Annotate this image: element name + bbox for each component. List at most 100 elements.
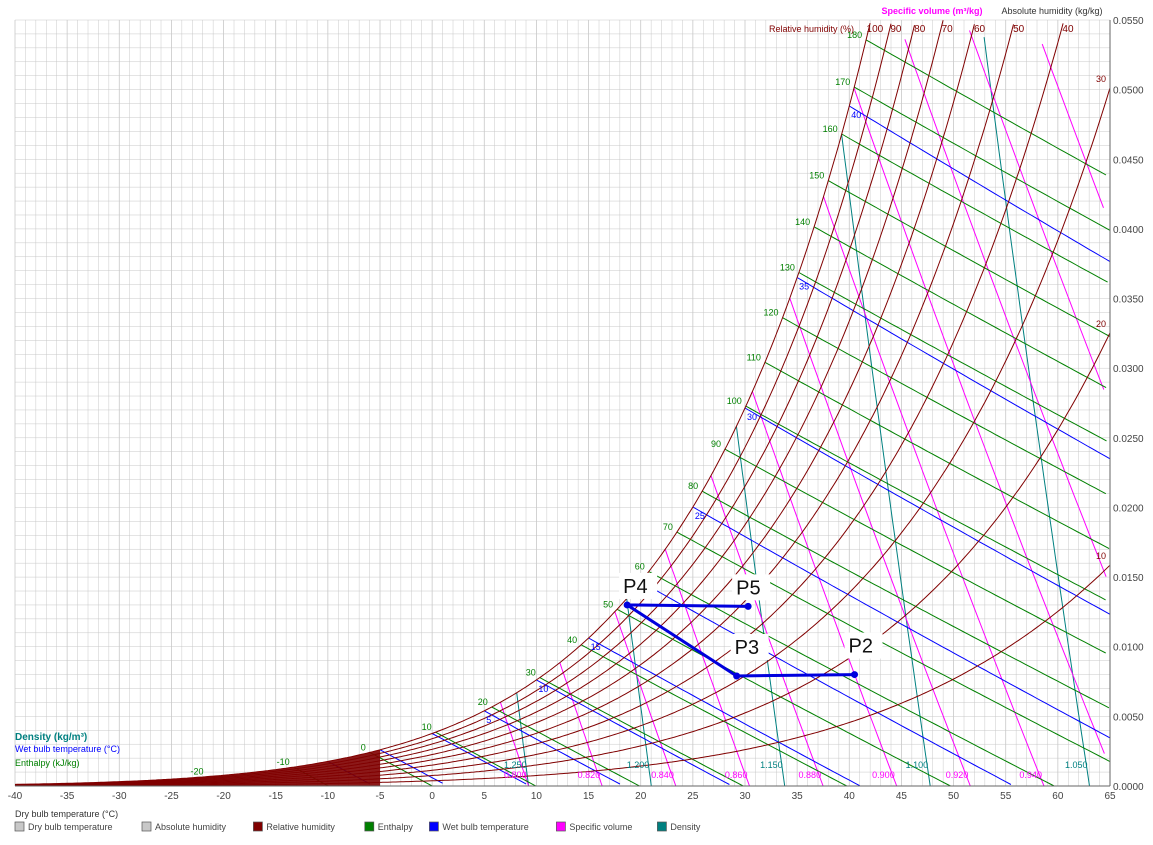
enthalpy-label: 150 <box>809 171 824 181</box>
enthalpy-line-130 <box>798 272 1107 442</box>
enthalpy-line-60 <box>648 571 1055 787</box>
specific-volume-lines <box>499 30 1107 787</box>
enthalpy-line-160 <box>841 133 1108 283</box>
x-tick-label: 45 <box>896 791 908 802</box>
enthalpy-line-80 <box>701 490 1110 709</box>
rh-curve-100 <box>14 22 871 785</box>
rh-top-label: 70 <box>942 24 954 35</box>
wet-bulb-line-5 <box>484 710 621 785</box>
enthalpy-line-180 <box>865 39 1107 176</box>
y-tick-label: 0.0350 <box>1113 295 1144 306</box>
enthalpy-label: 110 <box>747 352 761 362</box>
rh-top-label: 100 <box>867 24 884 35</box>
x-tick-label: -30 <box>112 791 127 802</box>
specific-volume-label: 0.800 <box>504 770 527 780</box>
y-tick-label: 0.0200 <box>1113 503 1144 514</box>
rh-right-label: 10 <box>1096 551 1106 561</box>
legend-label: Wet bulb temperature <box>442 822 528 832</box>
x-tick-label: -25 <box>164 791 179 802</box>
x-tick-label: 20 <box>635 791 647 802</box>
process-point-label-P3: P3 <box>735 637 759 659</box>
wet-bulb-label: 40 <box>851 110 861 120</box>
x-tick-label: 35 <box>792 791 804 802</box>
x-tick-label: 0 <box>429 791 435 802</box>
x-tick-label: -20 <box>216 791 231 802</box>
enthalpy-label: 140 <box>795 217 810 227</box>
wet-bulb-line-10 <box>536 679 730 785</box>
x-tick-label: 65 <box>1104 791 1116 802</box>
enthalpy-label: 80 <box>688 481 698 491</box>
specific-volume-line-1 <box>969 30 1105 390</box>
process-point-label-P2: P2 <box>849 636 873 658</box>
density-label: 1.250 <box>504 760 527 770</box>
x-tick-label: -5 <box>376 791 385 802</box>
density-label: 1.150 <box>760 760 783 770</box>
legend-swatch <box>657 821 667 832</box>
enthalpy-line-40 <box>580 644 848 787</box>
process-line-P4-P5 <box>625 603 750 608</box>
enthalpy-label: 170 <box>835 77 850 87</box>
rh-top-label: 50 <box>1013 24 1025 35</box>
x-tick-label: -10 <box>321 791 336 802</box>
x-tick-label: 60 <box>1052 791 1064 802</box>
wet-bulb-line-20 <box>640 581 1012 785</box>
wet-bulb-title: Wet bulb temperature (°C) <box>15 744 120 754</box>
enthalpy-line-110 <box>764 361 1110 550</box>
specific-volume-label: 0.940 <box>1019 770 1042 780</box>
process-point-P5 <box>744 602 752 610</box>
y-tick-label: 0.0500 <box>1113 86 1144 97</box>
enthalpy-line-170 <box>853 86 1110 231</box>
enthalpy-label: 180 <box>847 30 862 40</box>
enthalpy-line-30 <box>539 677 744 787</box>
legend-label: Specific volume <box>569 822 632 832</box>
density-title: Density (kg/m³) <box>15 732 87 743</box>
density-label: 1.200 <box>627 760 650 770</box>
wet-bulb-line-0 <box>431 733 527 785</box>
enthalpy-label: 50 <box>603 599 613 609</box>
legend-label: Relative humidity <box>266 822 335 832</box>
specific-volume-line-0.94 <box>823 196 1045 787</box>
enthalpy-label: -20 <box>191 767 204 777</box>
wet-bulb-label: 30 <box>747 412 757 422</box>
y-tick-label: 0.0250 <box>1113 434 1144 445</box>
wet-bulb-lines <box>327 105 1111 787</box>
x-tick-label: -35 <box>60 791 75 802</box>
density-label: 1.050 <box>1065 760 1088 770</box>
y-tick-label: 0.0000 <box>1113 782 1144 793</box>
specific-volume-line-0.98 <box>904 39 1107 577</box>
enthalpy-label: 60 <box>635 562 645 572</box>
specific-volume-line-0.92 <box>789 298 971 787</box>
x-tick-label: -15 <box>268 791 283 802</box>
specific-volume-line-0.86 <box>664 549 750 787</box>
rh-top-label: 80 <box>914 24 926 35</box>
x-tick-label: 15 <box>583 791 595 802</box>
enthalpy-label: 160 <box>823 124 838 134</box>
specific-volume-line-0.8 <box>499 702 530 787</box>
enthalpy-label: 90 <box>711 439 721 449</box>
y-tick-label: 0.0400 <box>1113 225 1144 236</box>
legend-label: Enthalpy <box>378 822 414 832</box>
y-tick-label: 0.0450 <box>1113 155 1144 166</box>
process-label-bg <box>844 632 883 659</box>
process-line-P3-P4 <box>625 603 739 678</box>
wet-bulb-label: 35 <box>799 282 809 292</box>
rh-right-label: 30 <box>1096 74 1106 84</box>
process-label-bg <box>730 633 769 660</box>
specific-volume-label: 0.880 <box>799 770 822 780</box>
specific-volume-label: 0.920 <box>946 770 969 780</box>
enthalpy-line-70 <box>676 531 1110 762</box>
enthalpy-label: 130 <box>780 263 795 273</box>
y-tick-label: 0.0100 <box>1113 643 1144 654</box>
x-tick-label: -40 <box>8 791 23 802</box>
absolute-humidity-title: Absolute humidity (kg/kg) <box>1001 6 1102 16</box>
wet-bulb-label: 25 <box>695 511 705 521</box>
y-tick-label: 0.0550 <box>1113 16 1144 27</box>
enthalpy-line-100 <box>745 405 1106 601</box>
process-point-label-P5: P5 <box>736 577 760 599</box>
wet-bulb-label: 10 <box>538 684 548 694</box>
x-tick-label: 30 <box>739 791 751 802</box>
legend-label: Dry bulb temperature <box>28 822 113 832</box>
specific-volume-label: 0.860 <box>725 770 748 780</box>
specific-volume-label: 0.900 <box>872 770 895 780</box>
rh-top-label: 90 <box>890 24 902 35</box>
